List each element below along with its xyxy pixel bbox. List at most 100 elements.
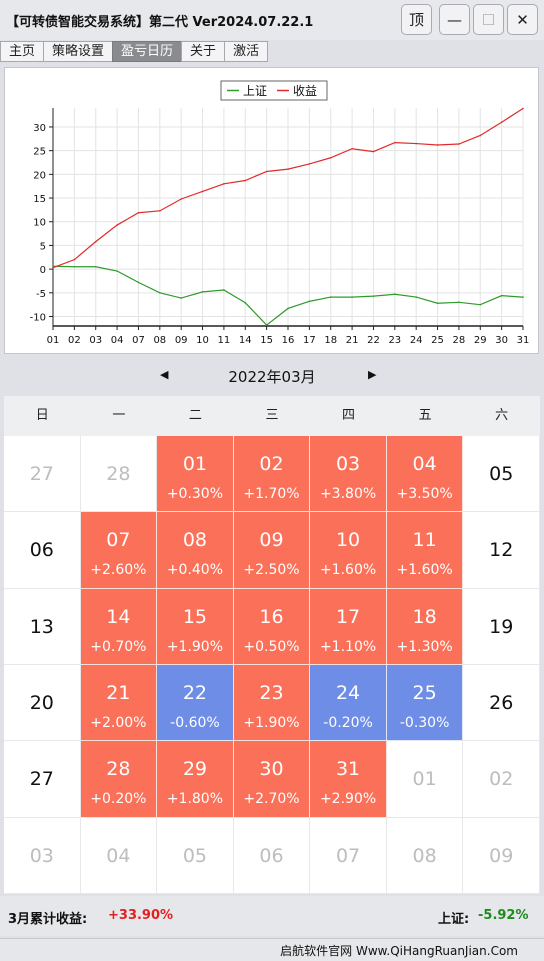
day-number: 27 <box>29 768 54 791</box>
day-return: +0.40% <box>166 562 224 579</box>
profit-line-chart: -10 -5 0 5 10 15 20 25 30 01 02 03 04 07 08 09 10 11 14 15 1… <box>30 80 530 346</box>
calendar-day-cell[interactable]: 07 <box>310 817 387 894</box>
day-number: 31 <box>335 758 361 781</box>
x-tick-label: 28 <box>453 335 466 346</box>
day-number: 19 <box>489 615 514 638</box>
day-return: +3.80% <box>319 486 377 502</box>
day-number: 02 <box>259 453 284 475</box>
calendar-day-cell[interactable]: 08 <box>386 817 464 894</box>
day-number: 07 <box>106 529 131 552</box>
calendar-day-cell[interactable]: 03 +3.80% <box>310 436 387 513</box>
tab-profit-calendar[interactable]: 盈亏日历 <box>112 41 183 62</box>
x-tick-label: 25 <box>431 335 444 346</box>
calendar-day-cell[interactable]: 04 +3.50% <box>386 436 464 513</box>
profit-calendar: 日 一 二 三 四 五 六 27 28 01 +0.30% 02 +1.70% 03 +3.80% 04 +3… <box>4 396 540 894</box>
day-number: 16 <box>259 605 284 628</box>
calendar-day-cell[interactable]: 11 +1.60% <box>386 512 464 589</box>
tab-about[interactable]: 关于 <box>181 41 226 62</box>
maximize-button[interactable]: ☐ <box>473 4 504 35</box>
calendar-grid: 27 28 01 +0.30% 02 +1.70% 03 +3.80% 04 +3.50% 05 06… <box>4 436 540 894</box>
data-point <box>52 266 54 269</box>
day-return: +2.90% <box>319 791 377 808</box>
tab-activate[interactable]: 激活 <box>224 41 269 62</box>
calendar-day-cell[interactable]: 03 <box>4 817 81 894</box>
day-number: 22 <box>182 682 208 704</box>
day-return: +0.20% <box>90 791 147 808</box>
x-tick-label: 15 <box>260 335 273 346</box>
day-number: 09 <box>259 529 284 552</box>
calendar-day-cell[interactable]: 16 +0.50% <box>233 588 311 665</box>
calendar-day-cell[interactable]: 28 <box>80 436 158 513</box>
calendar-day-cell[interactable]: 22 -0.60% <box>157 665 234 742</box>
calendar-day-cell[interactable]: 18 +1.30% <box>386 588 464 665</box>
day-number: 26 <box>489 692 514 714</box>
next-month-button[interactable]: ▶ <box>368 368 377 381</box>
calendar-day-cell[interactable]: 07 +2.60% <box>80 512 158 589</box>
day-number: 12 <box>489 539 514 562</box>
title-bar: 【可转债智能交易系统】第二代 Ver2024.07.22.1 顶 — ☐ ✕ <box>0 0 544 40</box>
calendar-day-cell[interactable]: 06 <box>4 512 81 589</box>
calendar-day-cell[interactable]: 13 <box>4 588 81 665</box>
calendar-day-cell[interactable]: 26 <box>463 665 540 742</box>
calendar-day-cell[interactable]: 08 +0.40% <box>157 512 234 589</box>
calendar-day-cell[interactable]: 06 <box>233 817 311 894</box>
x-tick-label: 11 <box>218 335 231 346</box>
chart-legend: 上证 收益 <box>220 80 328 101</box>
pin-top-button[interactable]: 顶 <box>401 4 432 35</box>
day-return: +0.50% <box>243 638 300 655</box>
index-return-label: 上证: <box>438 912 470 927</box>
calendar-day-cell[interactable]: 27 <box>4 436 81 513</box>
calendar-day-cell[interactable]: 02 <box>463 741 540 818</box>
day-return: +2.00% <box>90 715 147 731</box>
data-point <box>522 296 524 298</box>
data-point <box>394 141 396 144</box>
weekday-label: 二 <box>188 408 202 423</box>
calendar-day-cell[interactable]: 15 +1.90% <box>157 588 234 665</box>
calendar-day-cell[interactable]: 12 <box>463 512 540 589</box>
day-return: -0.30% <box>399 715 450 731</box>
day-number: 05 <box>489 463 514 485</box>
day-number: 01 <box>182 453 208 475</box>
minimize-button[interactable]: — <box>439 4 470 35</box>
calendar-day-cell[interactable]: 24 -0.20% <box>310 665 387 742</box>
calendar-day-cell[interactable]: 10 +1.60% <box>310 512 387 589</box>
calendar-day-cell[interactable]: 23 +1.90% <box>233 665 311 742</box>
y-tick-label: 20 <box>33 170 46 181</box>
data-point <box>458 301 460 304</box>
data-point <box>159 210 161 212</box>
calendar-day-cell[interactable]: 14 +0.70% <box>80 588 158 665</box>
calendar-day-cell[interactable]: 21 +2.00% <box>80 665 158 742</box>
calendar-day-cell[interactable]: 20 <box>4 665 81 742</box>
calendar-day-cell[interactable]: 29 +1.80% <box>157 741 234 818</box>
calendar-day-cell[interactable]: 09 +2.50% <box>233 512 311 589</box>
close-button[interactable]: ✕ <box>507 4 538 35</box>
calendar-day-cell[interactable]: 28 +0.20% <box>80 741 158 818</box>
calendar-day-cell[interactable]: 05 <box>463 436 540 513</box>
prev-month-button[interactable]: ◀ <box>160 368 169 381</box>
day-return: +1.60% <box>396 562 453 579</box>
calendar-day-cell[interactable]: 27 <box>4 741 81 818</box>
calendar-day-cell[interactable]: 01 +0.30% <box>157 436 234 513</box>
calendar-day-cell[interactable]: 02 +1.70% <box>233 436 311 513</box>
calendar-day-cell[interactable]: 05 <box>157 817 234 894</box>
day-return: +0.30% <box>166 486 224 502</box>
day-number: 07 <box>335 844 361 867</box>
day-return: +1.60% <box>319 562 377 579</box>
calendar-day-cell[interactable]: 09 <box>463 817 540 894</box>
calendar-day-cell[interactable]: 30 +2.70% <box>233 741 311 818</box>
calendar-day-cell[interactable]: 17 +1.10% <box>310 588 387 665</box>
calendar-day-cell[interactable]: 19 <box>463 588 540 665</box>
website-credit[interactable]: 启航软件官网 Www.QiHangRuanJian.Com <box>280 944 518 958</box>
tab-strategy-settings[interactable]: 策略设置 <box>43 41 114 62</box>
x-tick-label: 31 <box>517 335 530 346</box>
calendar-day-cell[interactable]: 01 <box>386 741 464 818</box>
tab-home[interactable]: 主页 <box>0 41 45 62</box>
tab-bar: 主页 策略设置 盈亏日历 关于 激活 <box>0 41 269 63</box>
calendar-day-cell[interactable]: 31 +2.90% <box>310 741 387 818</box>
day-number: 04 <box>412 453 437 475</box>
calendar-day-cell[interactable]: 25 -0.30% <box>386 665 464 742</box>
calendar-day-cell[interactable]: 04 <box>80 817 158 894</box>
day-number: 17 <box>335 605 361 628</box>
y-tick-label: 10 <box>33 218 46 229</box>
x-tick-label: 30 <box>495 335 508 346</box>
